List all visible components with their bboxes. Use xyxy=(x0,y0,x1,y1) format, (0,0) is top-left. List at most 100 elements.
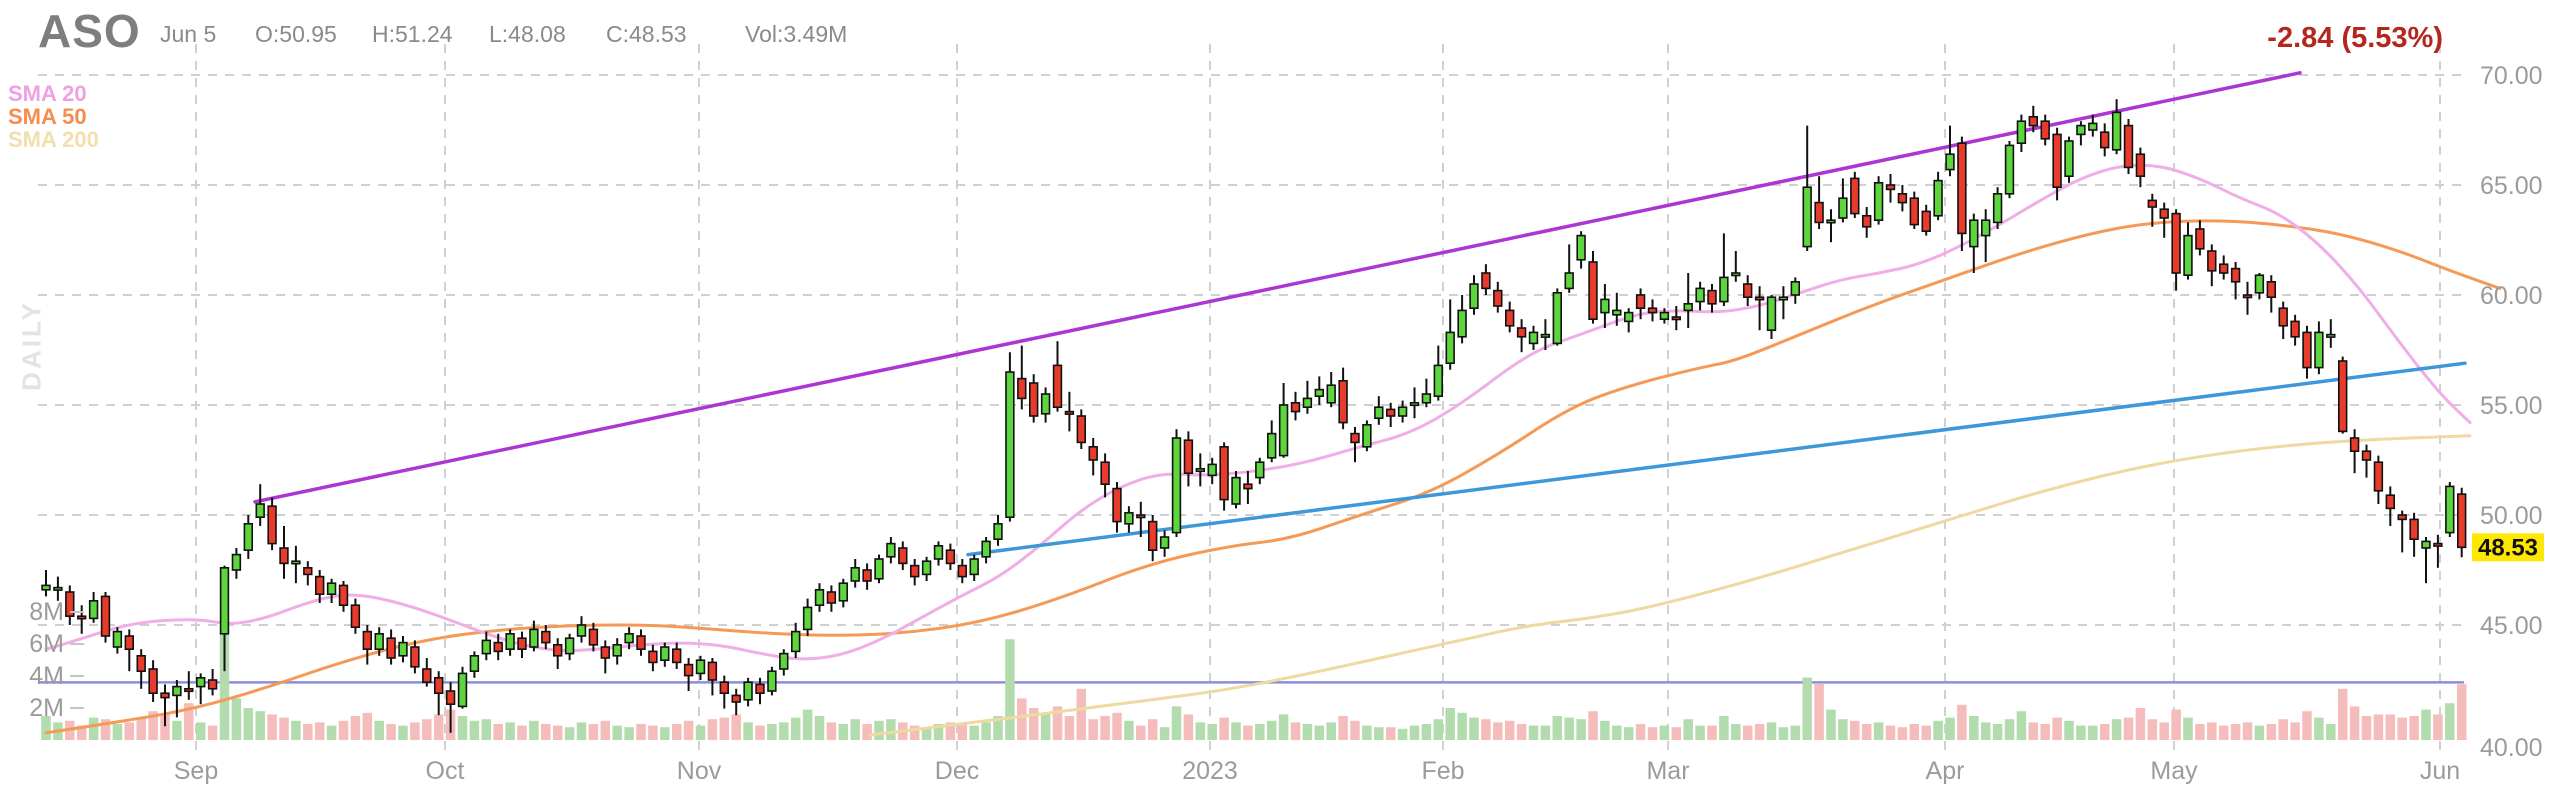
month-label: Dec xyxy=(935,757,979,785)
volume-bar xyxy=(1731,724,1741,740)
volume-bar xyxy=(790,717,801,740)
candle-body xyxy=(1136,514,1146,519)
volume-bar xyxy=(2373,714,2384,740)
volume-bar xyxy=(1766,722,1777,740)
candle-body xyxy=(1350,432,1360,444)
volume-bar xyxy=(1219,717,1229,740)
volume-axis-label: 4M xyxy=(29,662,64,690)
candle-body xyxy=(1731,272,1741,277)
candle-body xyxy=(624,632,634,644)
candle-body xyxy=(505,632,515,650)
candle-body xyxy=(2314,331,2324,369)
volume-bar xyxy=(1397,728,1408,740)
quote-open: O:50.95 xyxy=(255,21,337,47)
candle-body xyxy=(2004,144,2015,195)
volume-bar xyxy=(1957,704,1967,740)
candle-body xyxy=(552,643,563,657)
volume-bar xyxy=(1742,725,1753,740)
legend-sma-200: SMA 200 xyxy=(8,127,99,152)
volume-bar xyxy=(779,722,789,740)
volume-bar xyxy=(2290,722,2300,740)
candle-body xyxy=(612,643,622,657)
candle-body xyxy=(1159,536,1170,549)
candle-body xyxy=(1421,393,1432,404)
volume-bar xyxy=(1445,708,1455,740)
candle-body xyxy=(100,595,111,637)
volume-bar xyxy=(1374,727,1384,740)
candle-body xyxy=(1005,371,1015,518)
volume-bar xyxy=(1278,714,1289,740)
candle-body xyxy=(1885,184,1896,191)
candle-body xyxy=(2183,234,2193,277)
candle-body xyxy=(350,604,361,629)
volume-bar xyxy=(2302,711,2312,740)
candle-body xyxy=(2147,199,2157,208)
candle-body xyxy=(1386,408,1396,417)
volume-bar xyxy=(957,724,968,740)
candle-body xyxy=(2433,542,2443,547)
volume-bar xyxy=(2195,724,2205,740)
volume-axis-labels: 8M 6M 4M 2M xyxy=(29,598,84,722)
candle-body xyxy=(779,652,789,670)
candle-body xyxy=(2254,274,2265,294)
volume-bar xyxy=(88,717,99,740)
volume-bar xyxy=(2266,724,2277,740)
volume-bar xyxy=(648,725,658,740)
volume-bar xyxy=(517,725,527,740)
candle-body xyxy=(2100,131,2110,149)
candle-body xyxy=(838,582,849,602)
volume-bar xyxy=(219,629,230,740)
candle-body xyxy=(2338,360,2348,433)
volume-bar xyxy=(1754,724,1765,740)
candle-body xyxy=(112,630,123,648)
candle-body xyxy=(541,630,551,644)
candle-body xyxy=(2207,250,2217,272)
price-axis-label: 45.00 xyxy=(2480,612,2543,640)
candle-body xyxy=(1754,296,1765,301)
volume-bar xyxy=(564,727,575,740)
candle-body xyxy=(1124,511,1134,525)
ticker-symbol: ASO xyxy=(38,5,141,57)
candle-body xyxy=(2290,320,2300,338)
volume-bar xyxy=(1552,716,1563,740)
candle-body xyxy=(2076,124,2086,136)
volume-bar xyxy=(2064,720,2074,740)
candle-body xyxy=(1992,193,2003,224)
volume-bar xyxy=(1433,719,1444,740)
volume-bar xyxy=(1969,716,1979,740)
upper-trendline-group xyxy=(253,71,2302,504)
candle-body xyxy=(969,558,979,576)
volume-bar xyxy=(2445,703,2455,740)
month-labels: Sep Oct Nov Dec 2023 Feb Mar Apr May Jun xyxy=(174,757,2460,785)
volume-bar xyxy=(410,722,420,740)
candle-body xyxy=(826,591,837,604)
lower-trendline xyxy=(966,361,2467,557)
volume-bar xyxy=(1338,716,1348,740)
volume-bar xyxy=(1076,688,1087,740)
volume-bar xyxy=(1564,717,1574,740)
volume-bar xyxy=(1600,720,1610,740)
volume-bar xyxy=(731,714,741,740)
candle-body xyxy=(291,560,301,565)
volume-bar xyxy=(576,722,587,740)
candle-body xyxy=(1802,186,1812,248)
candle-body xyxy=(2088,122,2098,131)
volume-bar xyxy=(1850,720,1860,740)
volume-bar xyxy=(1814,684,1824,740)
volume-bar xyxy=(2314,717,2324,740)
volume-bar xyxy=(2349,706,2360,740)
volume-bar xyxy=(1171,706,1182,740)
candle-body xyxy=(445,690,456,705)
quote-close: C:48.53 xyxy=(606,21,687,47)
candle-body xyxy=(231,553,242,571)
candle-body xyxy=(1029,382,1039,417)
volume-bar xyxy=(1183,714,1194,740)
candle-body xyxy=(77,615,87,620)
price-axis-label: 70.00 xyxy=(2480,62,2543,90)
candle-body xyxy=(909,564,920,578)
volume-bar xyxy=(1707,725,1717,740)
candle-body xyxy=(1600,298,1610,314)
candle-body xyxy=(957,564,968,578)
candle-body xyxy=(1552,291,1563,345)
